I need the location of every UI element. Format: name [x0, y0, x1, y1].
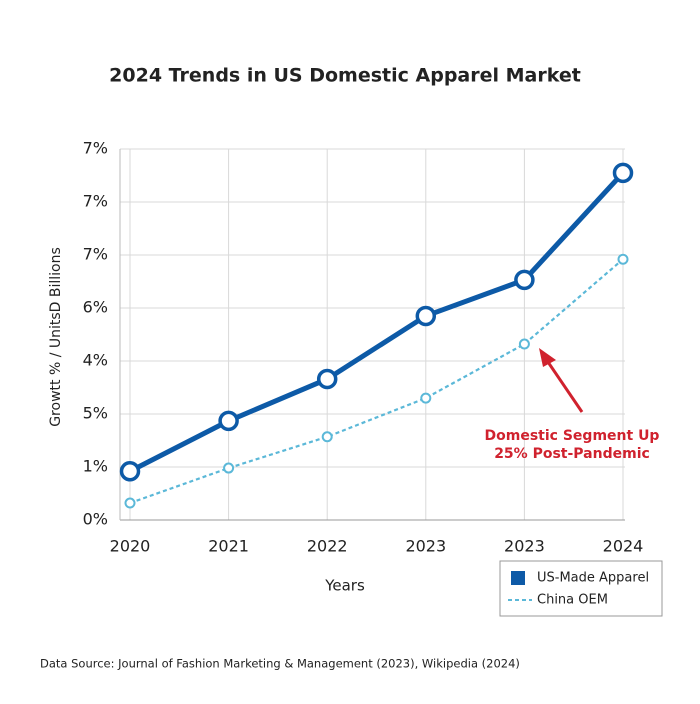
- x-tick-label: 2023: [405, 537, 446, 556]
- x-tick-label: 2022: [307, 537, 348, 556]
- annotation: 25% Post-Pandemic: [494, 446, 650, 462]
- annotation: Domestic Segment Up: [485, 428, 660, 444]
- y-tick-label: 7%: [83, 192, 108, 211]
- data-point: [612, 162, 634, 184]
- y-tick-label: 0%: [83, 510, 108, 529]
- data-point: [316, 368, 338, 390]
- data-point: [218, 410, 239, 432]
- x-tick-label: 2023: [504, 537, 545, 556]
- source-note: Data Source: Journal of Fashion Marketin…: [40, 657, 520, 671]
- data-point: [420, 392, 432, 404]
- legend-label: US-Made Apparel: [537, 571, 649, 586]
- x-tick-label: 2020: [110, 537, 151, 556]
- x-tick-label: 2024: [603, 537, 644, 556]
- y-tick-label: 5%: [83, 404, 108, 423]
- data-point: [124, 497, 136, 509]
- data-point: [223, 462, 235, 474]
- data-point: [518, 338, 530, 350]
- x-tick-label: 2021: [208, 537, 249, 556]
- y-tick-label: 1%: [83, 457, 108, 476]
- y-tick-label: 6%: [83, 298, 108, 317]
- y-tick-label: 4%: [83, 351, 108, 370]
- data-point: [415, 305, 437, 327]
- annotation-arrowhead: [539, 348, 556, 367]
- annotation-arrow: [546, 361, 584, 413]
- series-line: [129, 258, 624, 505]
- legend-box: [499, 560, 663, 617]
- series-line: [128, 171, 625, 474]
- data-point: [617, 253, 629, 265]
- legend-label: China OEM: [537, 593, 608, 608]
- y-tick-label: 7%: [83, 139, 108, 158]
- data-point: [119, 460, 141, 482]
- data-point: [514, 269, 535, 291]
- legend-swatch: [511, 571, 525, 585]
- x-axis-label: Years: [324, 577, 365, 595]
- y-tick-label: 7%: [83, 245, 108, 264]
- data-point: [321, 431, 333, 443]
- y-axis-label: Growtt % / UnitsD Billions: [48, 247, 64, 427]
- chart-title: 2024 Trends in US Domestic Apparel Marke…: [109, 65, 581, 87]
